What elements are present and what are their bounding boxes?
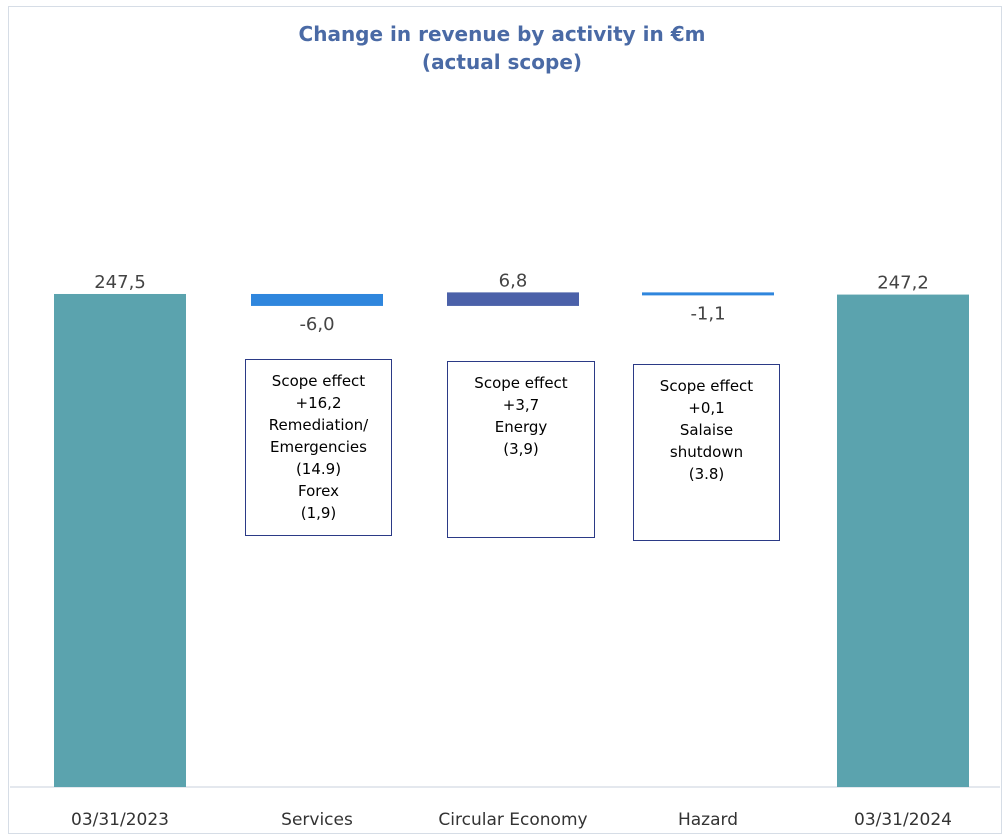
annotation-line: shutdown	[669, 443, 744, 461]
value-label-circular-economy: 6,8	[499, 270, 528, 291]
annotation-line: (14.9)	[295, 460, 342, 478]
chart-frame	[8, 6, 1002, 834]
chart-subtitle: (actual scope)	[421, 50, 583, 74]
annotation-line: +0,1	[688, 399, 725, 417]
annotation-box-services: Scope effect +16,2 Remediation/Emergencies…	[245, 359, 392, 536]
annotation-line: +16,2	[295, 394, 342, 412]
annotation-line: Forex	[298, 482, 339, 500]
bar-03-31-2024	[837, 294, 969, 787]
annotation-line: Remediation/	[268, 416, 369, 434]
value-label-03-31-2023: 247,5	[94, 272, 146, 293]
chart-title-block: Change in revenue by activity in €m (act…	[0, 20, 1004, 76]
category-label-03-31-2023: 03/31/2023	[71, 810, 169, 830]
bar-circular-economy	[447, 292, 579, 306]
category-label-hazard: Hazard	[678, 810, 738, 830]
annotation-line: Salaise	[679, 421, 734, 439]
bar-hazard	[642, 292, 774, 296]
annotation-line: +3,7	[502, 396, 540, 414]
bar-03-31-2023	[54, 293, 186, 787]
annotation-line: (3,9)	[503, 440, 539, 458]
annotation-line: Emergencies	[270, 438, 367, 456]
value-label-services: -6,0	[299, 314, 334, 335]
bar-services	[251, 293, 383, 306]
annotation-line: Energy	[494, 418, 548, 436]
category-label-03-31-2024: 03/31/2024	[854, 810, 952, 830]
annotation-line: Scope effect	[271, 372, 366, 390]
value-label-03-31-2024: 247,2	[877, 273, 929, 294]
annotation-line: Scope effect	[474, 374, 568, 392]
category-label-circular-economy: Circular Economy	[438, 810, 587, 830]
chart-title: Change in revenue by activity in €m	[298, 22, 706, 46]
value-label-hazard: -1,1	[690, 303, 725, 324]
annotation-box-hazard: Scope effect +0,1 Salaise shutdown (3.8)	[633, 364, 780, 541]
annotation-box-circular-economy: Scope effect +3,7 Energy (3,9)	[447, 361, 595, 538]
annotation-line: (1,9)	[300, 504, 337, 522]
annotation-line: Scope effect	[659, 377, 754, 395]
category-label-services: Services	[281, 810, 353, 830]
annotation-line: (3.8)	[688, 465, 725, 483]
